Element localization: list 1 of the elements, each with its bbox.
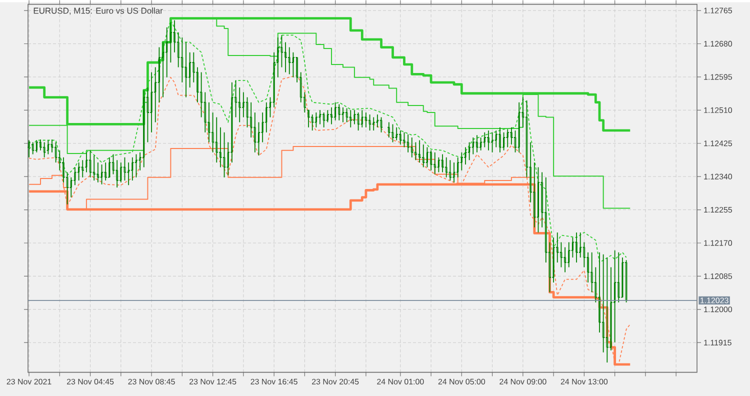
chart-title: EURUSD, M15: Euro vs US Dollar	[34, 7, 163, 15]
